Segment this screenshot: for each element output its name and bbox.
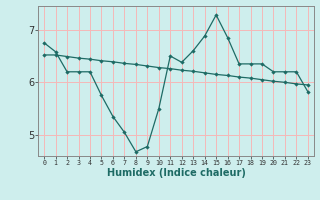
X-axis label: Humidex (Indice chaleur): Humidex (Indice chaleur): [107, 168, 245, 178]
